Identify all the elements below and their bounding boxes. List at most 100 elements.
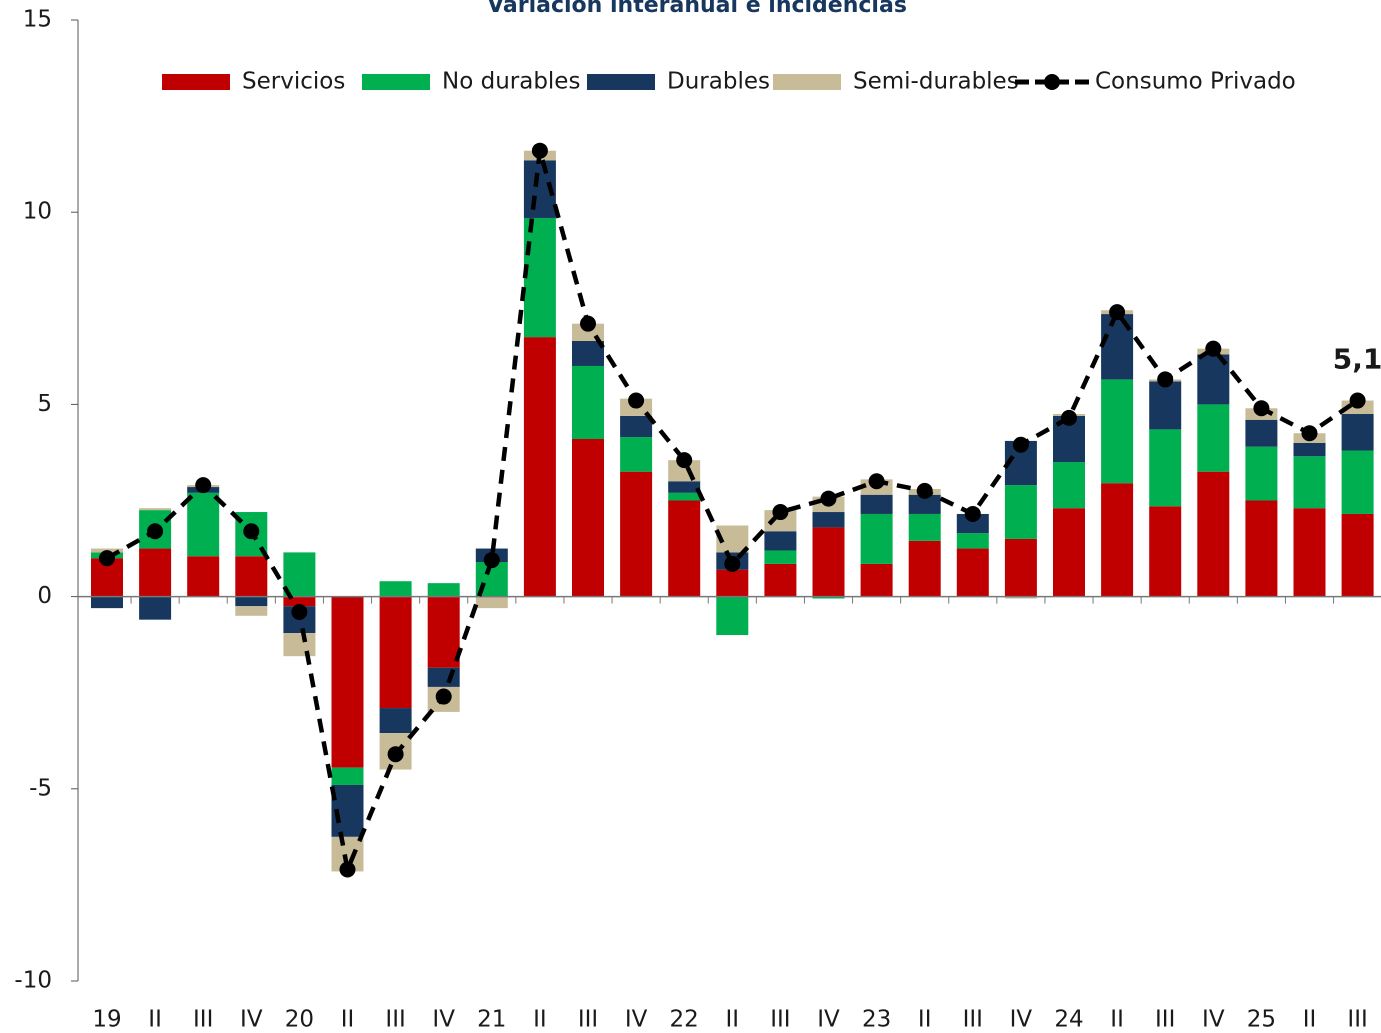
x-tick-label: IV (817, 1007, 840, 1033)
bar-segment (1293, 508, 1326, 597)
bar-segment (860, 513, 893, 564)
bar-segment (1245, 446, 1278, 501)
bar-segment (1245, 500, 1278, 597)
line-point (1349, 392, 1366, 409)
bar-segment (1004, 596, 1037, 599)
y-tick-label: -10 (14, 968, 52, 994)
bar-segment (523, 217, 556, 338)
line-point (195, 477, 212, 494)
line-point (99, 550, 115, 567)
x-tick-label: II (726, 1007, 740, 1033)
x-tick-label: III (963, 1007, 983, 1033)
legend-label: Durables (667, 69, 770, 95)
line-point (820, 490, 837, 507)
line-point (724, 555, 741, 572)
bar-segment (956, 548, 989, 597)
line-point (580, 315, 596, 332)
bar-segment (908, 540, 941, 597)
x-tick-label: 21 (477, 1007, 506, 1033)
legend-item: Consumo Privado (1015, 69, 1296, 95)
line-point (1205, 340, 1222, 357)
legend-item: Semi-durables (773, 69, 1019, 95)
x-tick-label: 19 (92, 1007, 121, 1033)
y-tick-label: 5 (37, 391, 52, 417)
bar-segment (764, 510, 797, 532)
bar-segment (956, 533, 989, 549)
legend-label: Semi-durables (853, 69, 1019, 95)
y-tick-label: 0 (37, 583, 52, 609)
x-tick-label: 24 (1054, 1007, 1083, 1033)
x-tick-label: IV (240, 1007, 263, 1033)
chart-title: Variación interanual e incidencias (487, 0, 907, 18)
line-point (1109, 304, 1126, 321)
line-point (628, 392, 645, 409)
bar-segment (475, 596, 508, 609)
bar-segment (908, 494, 941, 514)
line-point (483, 552, 500, 569)
legend-swatch (1044, 74, 1060, 90)
bar-segment (1101, 314, 1134, 380)
legend-label: Servicios (242, 69, 345, 95)
bar-segment (668, 500, 701, 597)
x-tick-label: II (533, 1007, 547, 1033)
x-tick-label: 23 (862, 1007, 891, 1033)
x-tick-label: III (578, 1007, 598, 1033)
bar-segment (235, 556, 268, 597)
bar-segment (716, 569, 749, 597)
bar-segment (235, 596, 268, 607)
x-tick-label: II (1303, 1007, 1317, 1033)
line-point (435, 688, 452, 705)
bar-segment (668, 492, 701, 501)
bar-segment (283, 552, 316, 597)
line-point (1301, 425, 1318, 442)
bar-segment (764, 563, 797, 597)
bar-segment (1293, 456, 1326, 509)
bar-segment (1341, 450, 1374, 514)
line-point (387, 746, 404, 763)
y-tick-label: 10 (23, 199, 52, 225)
bar-segment (1197, 404, 1230, 472)
bar-segment (956, 513, 989, 534)
bar-segment (187, 556, 220, 597)
x-tick-label: III (193, 1007, 213, 1033)
bar-segment (572, 365, 604, 439)
x-tick-label: IV (432, 1007, 455, 1033)
x-tick-label: 22 (670, 1007, 699, 1033)
line-point (916, 482, 933, 499)
line-point (1157, 371, 1174, 388)
data-label: 5,1 (1333, 343, 1381, 376)
line-point (243, 523, 260, 540)
line (105, 150, 1359, 878)
bar-segment (572, 438, 604, 597)
bar-segment (668, 481, 701, 493)
legend-item: No durables (362, 69, 580, 95)
line-point (291, 603, 308, 620)
bar-segment (139, 508, 172, 511)
x-tick-label: II (1110, 1007, 1124, 1033)
bar-segment (379, 581, 412, 597)
x-tick-label: IV (1010, 1007, 1033, 1033)
bar-segment (572, 340, 604, 366)
line-point (1012, 436, 1029, 453)
bar-segment (764, 531, 797, 551)
bar-segment (620, 415, 653, 438)
x-tick-label: II (918, 1007, 932, 1033)
bar-segment (1101, 483, 1134, 597)
bar-segment (1101, 379, 1134, 484)
bar-segment (139, 596, 172, 620)
bar-segment (1341, 414, 1374, 451)
x-tick-label: IV (1202, 1007, 1225, 1033)
bar-segment (1341, 513, 1374, 597)
bar-segment (1149, 381, 1182, 430)
bar-segment (860, 494, 893, 514)
legend-swatch (362, 74, 430, 90)
bar-segment (716, 596, 749, 636)
line-point (339, 861, 356, 878)
bar-segment (91, 596, 123, 609)
bar-segment (1053, 462, 1085, 509)
line-point (1253, 400, 1270, 417)
legend-swatch (587, 74, 655, 90)
legend-item: Servicios (162, 69, 345, 95)
legend-label: Consumo Privado (1095, 69, 1296, 95)
